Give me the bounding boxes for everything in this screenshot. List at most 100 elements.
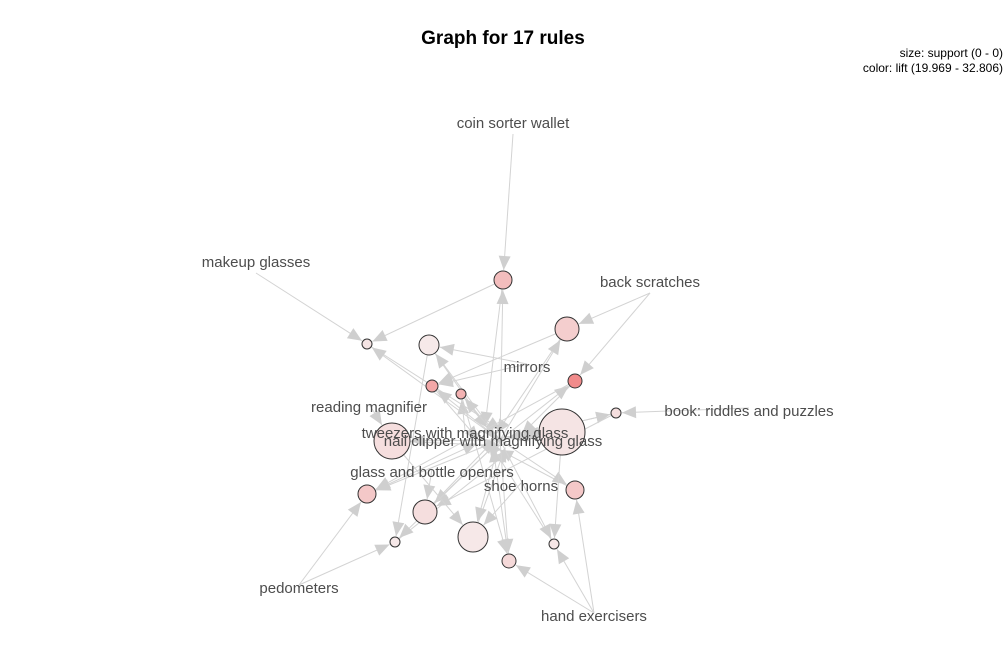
cross-4-arrowhead bbox=[436, 494, 452, 507]
rule-3-in-arrowhead bbox=[435, 353, 449, 369]
rule-8-lhs-edge bbox=[515, 564, 595, 614]
rule-7-lhs-arrowhead bbox=[347, 502, 362, 517]
rule-9-in-arrowhead bbox=[410, 434, 426, 447]
rule-5-in-edge bbox=[499, 385, 570, 441]
rule-2-in-edge bbox=[499, 339, 561, 441]
cross-6-edge bbox=[395, 344, 430, 537]
rule-node-7[interactable] bbox=[455, 388, 467, 400]
rule-node-13[interactable] bbox=[412, 499, 438, 525]
rule-5-lhs-arrowhead bbox=[621, 406, 637, 419]
item-label-8: nail clipper with magnifying glass bbox=[384, 433, 602, 450]
cross-1-edge bbox=[372, 279, 504, 342]
rule-4-lhs-edge bbox=[579, 292, 651, 376]
rule-1-in-edge bbox=[499, 289, 504, 441]
rule-17-in-edge bbox=[499, 439, 509, 554]
graph-title: Graph for 17 rules bbox=[421, 28, 585, 49]
rule-15-lhs-arrowhead bbox=[483, 510, 498, 526]
cross-2-arrowhead bbox=[438, 372, 454, 384]
rule-1-rhs-edge bbox=[484, 279, 504, 427]
rule-node-2[interactable] bbox=[554, 316, 580, 342]
item-label-12: hand exercisers bbox=[541, 608, 647, 625]
rule-16-rhs-arrowhead bbox=[488, 440, 501, 456]
rule-12-lhs-edge bbox=[439, 346, 528, 365]
rule-5-in-arrowhead bbox=[553, 385, 569, 400]
cross-7-edge bbox=[460, 393, 508, 554]
rule-8-in-arrowhead bbox=[595, 411, 611, 424]
rule-node-3[interactable] bbox=[418, 334, 440, 356]
rule-16-rhs-edge bbox=[487, 440, 555, 545]
cross-1-arrowhead bbox=[372, 330, 388, 342]
rule-11-lhs-edge bbox=[438, 363, 528, 385]
rule-4-in-edge bbox=[371, 347, 501, 441]
rule-12-lhs-arrowhead bbox=[439, 343, 455, 356]
rule-8-lhs-arrowhead bbox=[515, 565, 531, 578]
rule-node-15[interactable] bbox=[389, 536, 401, 548]
rule-node-17[interactable] bbox=[501, 553, 517, 569]
legend: size: support (0 - 0) color: lift (19.96… bbox=[863, 46, 1003, 76]
rule-10-lhs-arrowhead bbox=[572, 499, 585, 515]
rule-node-16[interactable] bbox=[548, 538, 560, 550]
item-label-10: shoe horns bbox=[484, 478, 558, 495]
rule-7-rhs-arrowhead bbox=[473, 412, 488, 428]
rule-9-lhs-arrowhead bbox=[557, 549, 570, 565]
rule-1-lhs-edge bbox=[503, 133, 514, 271]
rule-1-lhs-arrowhead bbox=[498, 255, 511, 271]
rule-node-9[interactable] bbox=[373, 422, 411, 460]
item-label-3: back scratches bbox=[600, 274, 700, 291]
item-label-5: reading magnifier bbox=[311, 399, 427, 416]
cross-2-edge bbox=[438, 328, 568, 384]
rule-6-lhs-edge bbox=[298, 543, 390, 586]
cross-3-edge bbox=[375, 380, 576, 490]
legend-color: color: lift (19.969 - 32.806) bbox=[862, 61, 1003, 75]
rule-11-rhs-arrowhead bbox=[461, 443, 477, 455]
item-label-9: glass and bottle openers bbox=[350, 464, 513, 481]
rule-node-8[interactable] bbox=[610, 407, 622, 419]
rule-node-11[interactable] bbox=[357, 484, 377, 504]
rule-2-lhs-edge bbox=[255, 272, 363, 342]
rule-7-lhs-edge bbox=[298, 501, 362, 586]
cross-6-arrowhead bbox=[392, 521, 405, 537]
rule-4-in-arrowhead bbox=[371, 347, 387, 361]
cross-5-arrowhead bbox=[549, 523, 562, 539]
rule-14-in-arrowhead bbox=[475, 506, 487, 522]
rule-node-5[interactable] bbox=[567, 373, 583, 389]
rule-14-lhs-arrowhead bbox=[423, 484, 436, 500]
item-label-7: tweezers with magnifying glass bbox=[362, 425, 569, 442]
rule-node-4[interactable] bbox=[361, 338, 373, 350]
cross-3-arrowhead bbox=[375, 477, 391, 490]
rule-2-lhs-arrowhead bbox=[346, 328, 362, 341]
rule-5-rhs-arrowhead bbox=[521, 420, 536, 435]
rule-node-12[interactable] bbox=[565, 480, 585, 500]
rule-6-in-arrowhead bbox=[437, 390, 453, 404]
rule-13-lhs-arrowhead bbox=[369, 409, 382, 425]
item-label-6: book: riddles and puzzles bbox=[664, 403, 833, 420]
rule-16-in-arrowhead bbox=[539, 523, 552, 539]
rule-16-in-edge bbox=[499, 439, 552, 539]
rule-13-in-arrowhead bbox=[434, 488, 449, 503]
item-label-11: pedometers bbox=[259, 580, 338, 597]
rule-2-in-arrowhead bbox=[547, 340, 561, 356]
rule-node-10[interactable] bbox=[538, 408, 586, 456]
rule-6-lhs-arrowhead bbox=[374, 544, 390, 556]
item-label-2: makeup glasses bbox=[202, 254, 310, 271]
legend-size: size: support (0 - 0) bbox=[899, 46, 1003, 60]
item-label-4: mirrors bbox=[504, 359, 551, 376]
rule-4-rhs-arrowhead bbox=[486, 417, 502, 430]
rule-15-in-arrowhead bbox=[399, 523, 414, 538]
rule-3-lhs-arrowhead bbox=[578, 312, 595, 324]
cross-7-arrowhead bbox=[497, 538, 509, 554]
cross-8-arrowhead bbox=[449, 510, 463, 525]
rule-5-lhs-edge bbox=[621, 407, 750, 414]
item-label-1: coin sorter wallet bbox=[457, 115, 570, 132]
rule-node-6[interactable] bbox=[425, 379, 439, 393]
cross-4-edge bbox=[436, 412, 617, 507]
rule-15-in-edge bbox=[398, 439, 501, 539]
rule-10-lhs-edge bbox=[576, 499, 595, 614]
rule-node-14[interactable] bbox=[457, 521, 489, 553]
rule-11-in-edge bbox=[376, 439, 501, 491]
rule-4-lhs-arrowhead bbox=[580, 360, 594, 375]
rule-node-1[interactable] bbox=[493, 270, 513, 290]
rule-1-in-arrowhead bbox=[496, 289, 509, 305]
rule-7-in-arrowhead bbox=[464, 398, 479, 414]
rule-10-in-arrowhead bbox=[523, 430, 539, 443]
